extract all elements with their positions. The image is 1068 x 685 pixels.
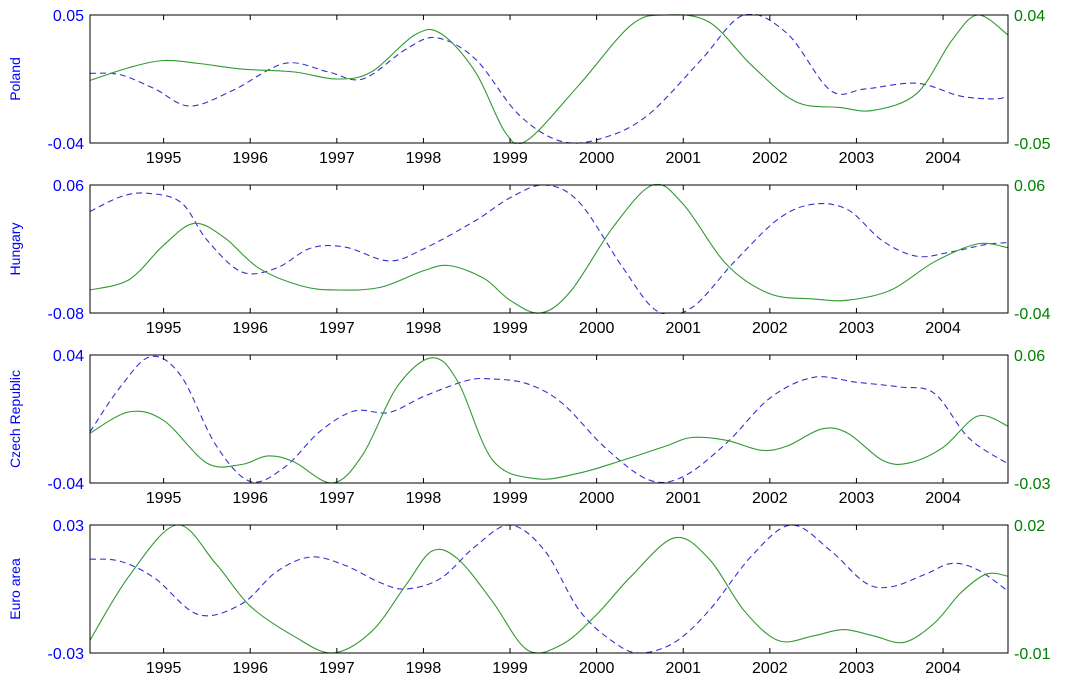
x-tick-label: 2004 [925,660,961,677]
x-tick-label: 2000 [579,660,615,677]
x-tick-label: 2003 [839,150,875,167]
left-axis-min-label: -0.08 [48,306,85,323]
x-tick-label: 2000 [579,150,615,167]
x-tick-label: 1997 [319,490,355,507]
series-dashed-left-line [90,524,1008,654]
x-tick-label: 2001 [665,320,701,337]
right-axis-min-label: -0.01 [1014,646,1051,663]
x-tick-label: 1998 [406,490,442,507]
plot-frame [89,184,1009,314]
panel-1: 1995 1996 1997 1998 1999 2000 2001 2002 2003 2004… [7,178,1051,337]
right-axis-max-label: 0.06 [1014,348,1045,365]
x-tick-label: 1999 [492,490,528,507]
x-tick-label: 1996 [232,490,268,507]
right-axis-min-label: -0.05 [1014,136,1051,153]
x-tick-label: 2002 [752,320,788,337]
right-axis-max-label: 0.04 [1014,8,1045,25]
left-axis-min-label: -0.03 [48,646,85,663]
x-tick-label: 1999 [492,150,528,167]
x-tick-label: 2002 [752,150,788,167]
right-axis-min-label: -0.03 [1014,476,1051,493]
plot-frame [89,354,1009,484]
x-tick-label: 2001 [665,660,701,677]
left-axis-max-label: 0.06 [53,178,84,195]
x-tick-label: 1997 [319,660,355,677]
x-tick-label: 1998 [406,660,442,677]
x-tick-label: 2004 [925,490,961,507]
x-tick-label: 2000 [579,320,615,337]
panel-0: 1995 1996 1997 1998 1999 2000 2001 2002 2003 2004… [7,8,1051,167]
series-dashed-left-line [90,355,1008,484]
panel-3: 1995 1996 1997 1998 1999 2000 2001 2002 2003 2004… [7,518,1051,677]
x-tick-label: 1999 [492,660,528,677]
plot-frame [89,14,1009,144]
x-tick-label: 1995 [146,490,182,507]
series-solid-right-line [90,357,1008,484]
x-tick-label: 2002 [752,660,788,677]
x-tick-label: 1996 [232,660,268,677]
right-axis-max-label: 0.06 [1014,178,1045,195]
left-axis-max-label: 0.05 [53,8,84,25]
left-axis-min-label: -0.04 [48,136,85,153]
right-axis-max-label: 0.02 [1014,518,1045,535]
plot-frame [89,524,1009,654]
x-tick-label: 1996 [232,150,268,167]
series-dashed-left-line [90,14,1008,144]
x-tick-label: 2002 [752,490,788,507]
y-axis-label: Euro area [7,558,23,620]
left-axis-max-label: 0.03 [53,518,84,535]
x-tick-label: 2001 [665,490,701,507]
y-axis-label: Poland [7,57,23,101]
x-tick-label: 1999 [492,320,528,337]
left-axis-min-label: -0.04 [48,476,85,493]
x-tick-label: 1995 [146,150,182,167]
series-solid-right-line [90,184,1008,314]
series-solid-right-line [90,14,1008,144]
x-tick-label: 1998 [406,320,442,337]
x-tick-label: 1997 [319,320,355,337]
x-tick-label: 1996 [232,320,268,337]
x-tick-label: 2004 [925,320,961,337]
x-tick-label: 2003 [839,320,875,337]
x-tick-label: 2004 [925,150,961,167]
x-tick-label: 2003 [839,490,875,507]
x-tick-label: 1995 [146,320,182,337]
right-axis-min-label: -0.04 [1014,306,1051,323]
y-axis-label: Hungary [7,223,23,276]
x-tick-label: 2001 [665,150,701,167]
series-solid-right-line [90,524,1008,654]
x-tick-label: 2003 [839,660,875,677]
x-tick-label: 1995 [146,660,182,677]
x-tick-label: 1998 [406,150,442,167]
x-tick-label: 2000 [579,490,615,507]
panel-2: 1995 1996 1997 1998 1999 2000 2001 2002 2003 2004… [7,348,1051,507]
series-dashed-left-line [90,184,1008,314]
left-axis-max-label: 0.04 [53,348,84,365]
y-axis-label: Czech Republic [7,370,23,468]
x-tick-label: 1997 [319,150,355,167]
